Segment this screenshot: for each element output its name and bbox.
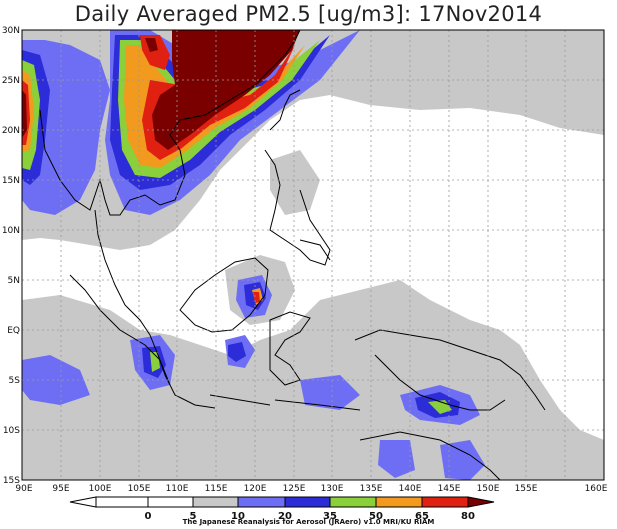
lat-axis: 30N 25N 20N 15N 10N 5N EQ 5S 10S 15S bbox=[2, 26, 20, 486]
lon-label: 105E bbox=[128, 484, 151, 494]
colorbar: 0 5 10 20 35 50 65 80 bbox=[69, 496, 495, 522]
lon-label: 90E bbox=[15, 484, 32, 494]
colorbar-right-arrow bbox=[467, 496, 495, 508]
credit-line: The Japanese Reanalysis for Aerosol (JRA… bbox=[182, 518, 435, 526]
lon-label: 155E bbox=[515, 484, 538, 494]
colorbar-bin bbox=[237, 496, 286, 508]
colorbar-left-arrow bbox=[69, 496, 97, 508]
lon-label: 145E bbox=[438, 484, 461, 494]
lat-label: 15N bbox=[2, 176, 20, 186]
coastlines bbox=[39, 30, 546, 480]
lon-label: 160E bbox=[585, 484, 608, 494]
colorbar-label: 20 bbox=[278, 511, 292, 522]
lon-label: 150E bbox=[477, 484, 500, 494]
pm25-field bbox=[22, 30, 604, 480]
map-title: Daily Averaged PM2.5 [ug/m3]: 17Nov2014 bbox=[74, 2, 543, 26]
lon-label: 100E bbox=[89, 484, 112, 494]
lat-label: 5S bbox=[9, 376, 21, 386]
colorbar-bin bbox=[421, 496, 469, 508]
pm25-darkred-regions bbox=[22, 30, 300, 150]
colorbar-bin bbox=[329, 496, 377, 508]
lat-label: 10N bbox=[2, 226, 20, 236]
colorbar-label: 10 bbox=[231, 511, 245, 522]
lon-label: 130E bbox=[321, 484, 344, 494]
lon-label: 140E bbox=[399, 484, 422, 494]
colorbar-bin bbox=[375, 496, 423, 508]
lon-label: 95E bbox=[52, 484, 69, 494]
lon-label: 110E bbox=[166, 484, 189, 494]
lon-label: 135E bbox=[360, 484, 383, 494]
lon-label: 120E bbox=[244, 484, 267, 494]
lat-label: 5N bbox=[8, 276, 20, 286]
colorbar-label: 35 bbox=[323, 511, 337, 522]
colorbar-label: 5 bbox=[190, 511, 197, 522]
lat-label: 10S bbox=[3, 426, 20, 436]
colorbar-label: 50 bbox=[369, 511, 383, 522]
lon-label: 125E bbox=[283, 484, 306, 494]
lon-axis: 90E 95E 100E 105E 110E 115E 120E 125E 13… bbox=[15, 484, 607, 494]
colorbar-label: 65 bbox=[415, 511, 429, 522]
plot-frame bbox=[21, 29, 605, 481]
graticule bbox=[22, 30, 604, 480]
lat-label: 25N bbox=[2, 76, 20, 86]
lat-label: 30N bbox=[2, 26, 20, 36]
lat-label: 15S bbox=[3, 476, 20, 486]
colorbar-label: 0 bbox=[145, 511, 152, 522]
lat-label: EQ bbox=[7, 326, 20, 336]
colorbar-bin bbox=[95, 496, 149, 508]
lat-label: 20N bbox=[2, 126, 20, 136]
colorbar-bin bbox=[192, 496, 239, 508]
colorbar-bin bbox=[284, 496, 331, 508]
colorbar-label: 80 bbox=[461, 511, 475, 522]
lon-label: 115E bbox=[205, 484, 228, 494]
colorbar-labels: 0 5 10 20 35 50 65 80 bbox=[145, 511, 475, 522]
colorbar-bin bbox=[147, 496, 194, 508]
